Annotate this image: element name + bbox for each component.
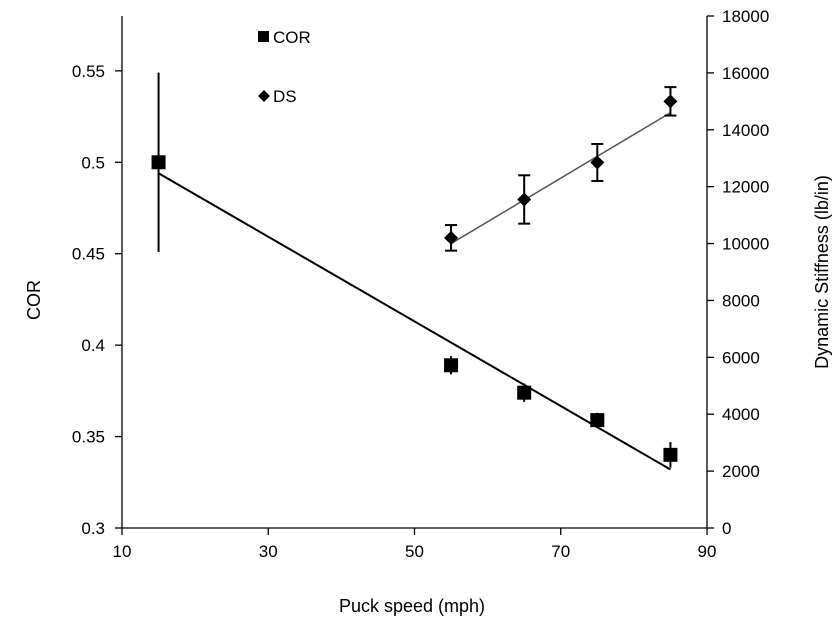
- data-point-cor: [590, 413, 605, 428]
- y-tick-label: 0.45: [72, 245, 105, 264]
- data-point-ds: [663, 94, 678, 109]
- y-tick-label: 0.55: [72, 62, 105, 81]
- data-point-cor: [444, 358, 459, 373]
- y-tick-label: 0.3: [81, 519, 105, 538]
- y2-tick-label: 14000: [722, 121, 769, 140]
- y2-tick-label: 16000: [722, 64, 769, 83]
- data-point-ds: [590, 155, 605, 170]
- y2-tick-label: 10000: [722, 235, 769, 254]
- y2-tick-label: 18000: [722, 7, 769, 26]
- y2-tick-label: 4000: [722, 405, 760, 424]
- y2-tick-label: 6000: [722, 348, 760, 367]
- data-point-ds: [444, 230, 459, 245]
- x-tick-label: 30: [259, 542, 278, 561]
- data-point-cor: [517, 385, 532, 400]
- marks: [151, 72, 678, 471]
- data-point-ds: [517, 192, 532, 207]
- y-tick-label: 0.5: [81, 153, 105, 172]
- legend-marker-cor: [258, 31, 269, 42]
- x-tick-label: 70: [551, 542, 570, 561]
- y-tick-label: 0.4: [81, 336, 105, 355]
- x-tick-label: 50: [405, 542, 424, 561]
- legend-label-cor: COR: [273, 28, 311, 47]
- x-tick-label: 90: [698, 542, 717, 561]
- y-tick-label: 0.35: [72, 428, 105, 447]
- y2-tick-label: 0: [722, 519, 731, 538]
- ticks: 10 30 50 70 90 0.3 0.35 0.4 0.45 0.5 0.55 0 2000 4000…: [72, 7, 769, 561]
- data-point-cor: [663, 447, 678, 462]
- trendline-ds: [450, 112, 671, 245]
- legend: COR DS: [258, 28, 311, 106]
- y2-axis-title: Dynamic Stiffness (lb/in): [812, 175, 832, 369]
- axes: [121, 16, 708, 529]
- y2-tick-label: 12000: [722, 178, 769, 197]
- trendline-cor: [158, 172, 671, 471]
- y-axis-title: COR: [24, 280, 44, 320]
- legend-label-ds: DS: [273, 87, 297, 106]
- y2-tick-label: 2000: [722, 462, 760, 481]
- x-axis-title: Puck speed (mph): [339, 596, 485, 616]
- data-point-cor: [151, 155, 166, 170]
- x-tick-label: 10: [113, 542, 132, 561]
- legend-marker-ds: [258, 90, 270, 102]
- y2-tick-label: 8000: [722, 291, 760, 310]
